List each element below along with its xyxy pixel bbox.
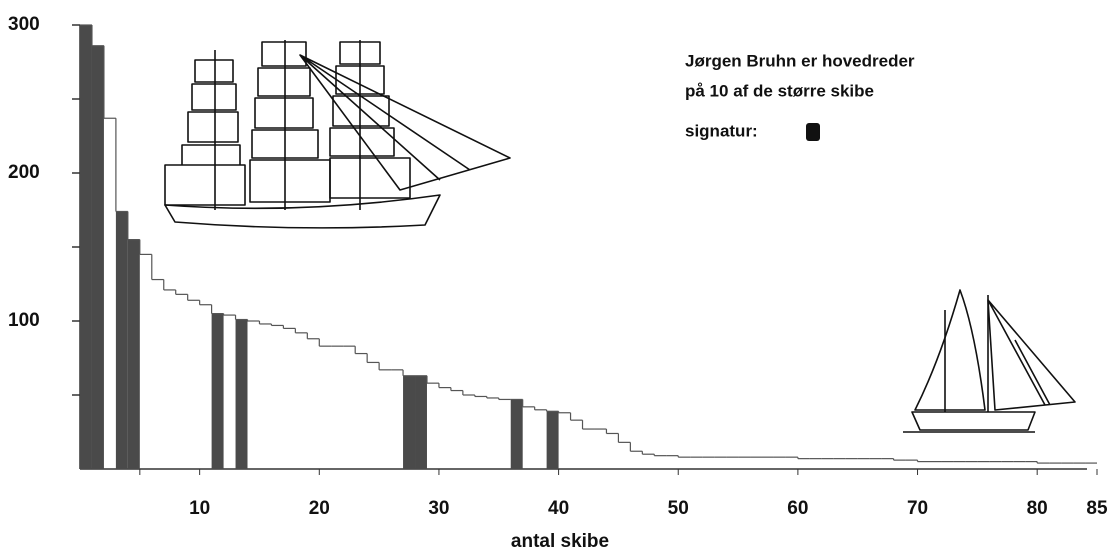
x-tick-label: 40 xyxy=(548,498,569,519)
legend-swatch xyxy=(806,123,820,141)
y-tick-label: 100 xyxy=(8,310,40,331)
x-tick-label: 70 xyxy=(907,498,928,519)
highlight-bar xyxy=(92,46,104,469)
sailing-ship-large xyxy=(165,40,510,228)
x-tick-label: 50 xyxy=(668,498,689,519)
x-tick-label: 20 xyxy=(309,498,330,519)
y-tick-label: 300 xyxy=(8,14,40,35)
x-tick-label: 10 xyxy=(189,498,210,519)
x-tick-label: 60 xyxy=(787,498,808,519)
highlight-bar xyxy=(547,411,559,469)
y-tick-label: 200 xyxy=(8,162,40,183)
highlight-bar xyxy=(80,25,92,469)
annotation: på 10 af de større skibe xyxy=(685,81,874,100)
annotation: signatur: xyxy=(685,121,758,140)
x-tick-label: 80 xyxy=(1027,498,1048,519)
highlight-bar xyxy=(415,376,427,469)
x-tick-label: 85 xyxy=(1086,498,1108,519)
highlight-bar xyxy=(116,211,128,469)
chart: Jørgen Bruhn er hovedreder på 10 af de s… xyxy=(0,0,1117,551)
x-axis-title: antal skibe xyxy=(511,531,609,551)
x-tick-label: 30 xyxy=(428,498,449,519)
highlight-bar xyxy=(403,376,415,469)
sailing-ship-small xyxy=(903,290,1075,432)
highlight-bar xyxy=(236,320,248,469)
highlight-bar xyxy=(511,399,523,469)
highlight-bar xyxy=(128,240,140,469)
highlight-bar xyxy=(212,314,224,469)
annotation: Jørgen Bruhn er hovedreder xyxy=(685,51,915,70)
